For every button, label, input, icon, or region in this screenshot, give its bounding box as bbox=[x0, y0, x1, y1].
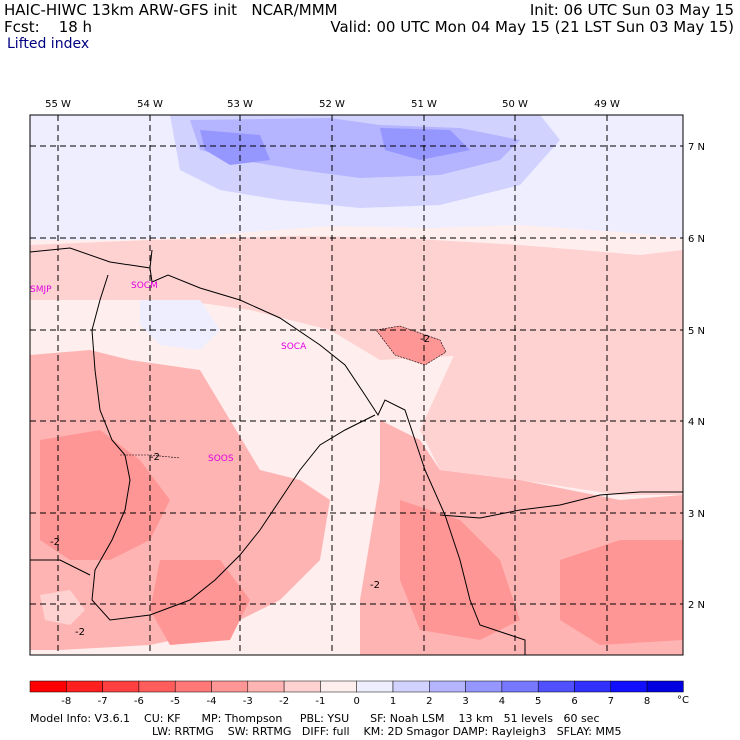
colorbar: -8 -7 -6 -5 -4 -3 -2 -1 0 1 2 3 4 5 6 7 8 bbox=[29, 680, 684, 707]
coastlines bbox=[30, 247, 683, 655]
colorbar-swatch bbox=[174, 680, 212, 693]
field-name: Lifted index bbox=[7, 36, 90, 52]
colorbar-swatch bbox=[501, 680, 539, 693]
model-info: Model Info: V3.6.1 CU: KF MP: Thompson P… bbox=[30, 712, 600, 725]
colorbar-label: -6 bbox=[134, 696, 144, 707]
lat-label: 4 N bbox=[688, 417, 705, 428]
colorbar-label: 0 bbox=[354, 696, 360, 707]
colorbar-label: -8 bbox=[61, 696, 71, 707]
colorbar-swatch bbox=[610, 680, 648, 693]
station-label: SOOS bbox=[208, 454, 234, 464]
colorbar-unit: °C bbox=[677, 695, 689, 706]
colorbar-label: -1 bbox=[315, 696, 325, 707]
colorbar-label: 3 bbox=[462, 696, 468, 707]
colorbar-label: -5 bbox=[170, 696, 180, 707]
colorbar-label: 2 bbox=[426, 696, 432, 707]
lat-label: 7 N bbox=[688, 142, 705, 153]
lat-label: 5 N bbox=[688, 326, 705, 337]
lat-label: 3 N bbox=[688, 509, 705, 520]
colorbar-swatch bbox=[537, 680, 575, 693]
lon-label: 50 W bbox=[502, 99, 528, 110]
lon-label: 55 W bbox=[45, 99, 71, 110]
colorbar-label: 5 bbox=[535, 696, 541, 707]
colorbar-swatch bbox=[356, 680, 394, 693]
colorbar-label: -3 bbox=[243, 696, 253, 707]
colorbar-swatch bbox=[138, 680, 176, 693]
colorbar-label: 6 bbox=[571, 696, 577, 707]
colorbar-swatch bbox=[66, 680, 103, 693]
colorbar-label: 8 bbox=[644, 696, 650, 707]
contour-label: -2 bbox=[420, 334, 430, 345]
colorbar-label: -2 bbox=[279, 696, 289, 707]
shaded-field bbox=[30, 115, 683, 655]
forecast-hour: Fcst: 18 h bbox=[4, 18, 93, 36]
init-time: Init: 06 UTC Sun 03 May 15 bbox=[529, 1, 734, 19]
colorbar-label: 1 bbox=[390, 696, 396, 707]
contour-label: -2 bbox=[50, 537, 60, 548]
colorbar-swatch bbox=[646, 680, 684, 693]
lon-label: 51 W bbox=[411, 99, 437, 110]
colorbar-swatch bbox=[211, 680, 249, 693]
colorbar-swatch bbox=[283, 680, 321, 693]
contour-label: -2 bbox=[150, 452, 160, 463]
lat-label: 2 N bbox=[688, 600, 705, 611]
stations: SMJP SOCM SOCA SOOS bbox=[30, 281, 307, 464]
lon-label: 49 W bbox=[594, 99, 620, 110]
header-left: HAIC-HIWC 13km ARW-GFS init NCAR/MMM Fcs… bbox=[4, 2, 338, 36]
title-line: HAIC-HIWC 13km ARW-GFS init NCAR/MMM bbox=[4, 1, 338, 19]
station-label: SOCA bbox=[281, 342, 307, 352]
lon-label: 52 W bbox=[319, 99, 345, 110]
contour-labels: -2 -2 -2 -2 -2 bbox=[50, 334, 430, 638]
colorbar-swatch bbox=[574, 680, 612, 693]
station-label: SOCM bbox=[131, 281, 158, 291]
colorbar-swatch bbox=[102, 680, 140, 693]
colorbar-swatch bbox=[392, 680, 430, 693]
colorbar-swatch bbox=[429, 680, 466, 693]
valid-time: Valid: 00 UTC Mon 04 May 15 (21 LST Sun … bbox=[330, 18, 734, 36]
lon-label: 53 W bbox=[227, 99, 253, 110]
colorbar-label: -7 bbox=[98, 696, 108, 707]
header-right: Init: 06 UTC Sun 03 May 15 Valid: 00 UTC… bbox=[330, 2, 734, 36]
colorbar-swatch bbox=[29, 680, 67, 693]
colorbar-swatch bbox=[320, 680, 357, 693]
latitude-labels: 7 N 6 N 5 N 4 N 3 N 2 N bbox=[688, 142, 705, 611]
colorbar-label: -4 bbox=[207, 696, 217, 707]
contour-label: -2 bbox=[370, 580, 380, 591]
map-frame bbox=[29, 114, 684, 656]
graticule bbox=[30, 115, 683, 655]
lat-label: 6 N bbox=[688, 234, 705, 245]
colorbar-swatch bbox=[465, 680, 503, 693]
colorbar-label: 7 bbox=[608, 696, 614, 707]
contour-label: -2 bbox=[75, 627, 85, 638]
model-physics: LW: RRTMG SW: RRTMG DIFF: full KM: 2D Sm… bbox=[152, 725, 622, 738]
station-label: SMJP bbox=[30, 285, 52, 295]
colorbar-label: 4 bbox=[499, 696, 505, 707]
colorbar-swatch bbox=[247, 680, 285, 693]
lon-label: 54 W bbox=[137, 99, 163, 110]
longitude-labels: 55 W 54 W 53 W 52 W 51 W 50 W 49 W bbox=[45, 99, 620, 110]
